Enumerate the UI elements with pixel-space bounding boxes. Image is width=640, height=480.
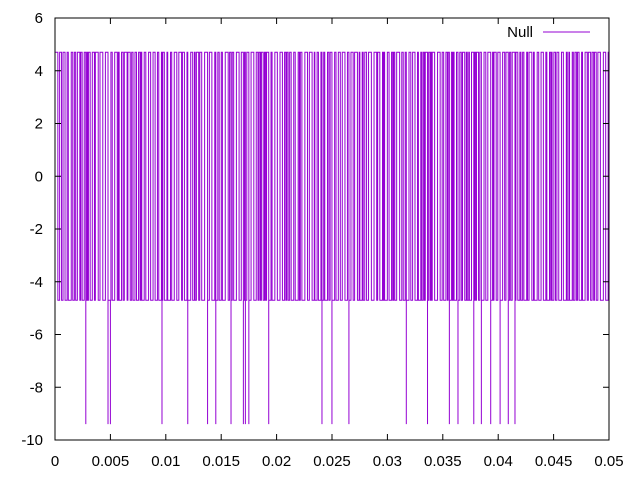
y-tick-label: -2 [30, 221, 43, 238]
x-tick-label: 0 [51, 453, 59, 470]
x-tick-label: 0.02 [262, 453, 291, 470]
x-tick-label: 0.035 [424, 453, 462, 470]
x-tick-label: 0.015 [202, 453, 240, 470]
y-tick-label: -4 [30, 274, 43, 291]
y-tick-label: 0 [35, 168, 43, 185]
series-layer [55, 51, 610, 425]
y-tick-label: -8 [30, 379, 43, 396]
x-tick-label: 0.03 [373, 453, 402, 470]
legend: Null [507, 24, 590, 41]
x-tick-label: 0.025 [313, 453, 351, 470]
x-tick-label: 0.005 [92, 453, 130, 470]
legend-label: Null [507, 24, 533, 41]
x-tick-label: 0.01 [151, 453, 180, 470]
x-tick-label: 0.05 [594, 453, 623, 470]
y-tick-label: 2 [35, 116, 43, 133]
series-line-null [55, 51, 610, 425]
x-tick-label: 0.045 [535, 453, 573, 470]
y-tick-label: -6 [30, 327, 43, 344]
tick-layer: 0 0.005 0.01 0.015 0.02 0.025 0.03 0.035 0.04 0.0… [21, 10, 623, 470]
y-tick-label: 6 [35, 10, 43, 27]
y-tick-label: 4 [35, 63, 43, 80]
y-tick-label: -10 [21, 432, 43, 449]
x-tick-label: 0.04 [484, 453, 513, 470]
